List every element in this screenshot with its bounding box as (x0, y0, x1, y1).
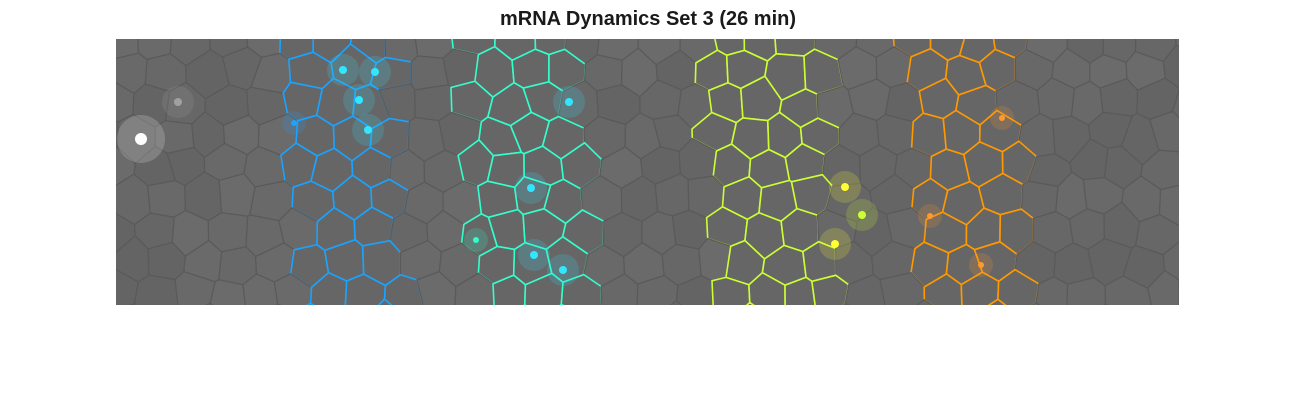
background-cell (1031, 302, 1041, 305)
mrna-spot (355, 96, 363, 104)
mrna-spot (831, 240, 839, 248)
background-cell (1158, 184, 1179, 227)
stripe-cell (987, 298, 1007, 305)
stripe-cell (745, 301, 755, 305)
background-cell (1103, 303, 1109, 305)
background-cell (670, 299, 683, 305)
background-cell (842, 302, 850, 305)
background-cell (275, 303, 283, 305)
cell-tessellation (116, 39, 1179, 305)
mrna-spot (339, 66, 347, 74)
background-cell (147, 179, 187, 218)
background-cell (205, 302, 214, 305)
stripe-cell (811, 274, 850, 305)
background-cell (129, 302, 138, 305)
background-cell (218, 173, 256, 217)
background-cell (671, 209, 709, 250)
mrna-spot (841, 183, 849, 191)
mrna-spot (174, 98, 182, 106)
mrna-spot (978, 262, 984, 268)
background-cell (410, 55, 450, 91)
mrna-spot (371, 68, 379, 76)
stripe-cell (377, 298, 393, 305)
mrna-spot (565, 98, 573, 106)
mrna-spot (999, 115, 1005, 121)
mrna-spot (527, 184, 535, 192)
mrna-spot (135, 133, 147, 145)
mrna-spot (473, 237, 479, 243)
mrna-spot (858, 211, 866, 219)
figure-title: mRNA Dynamics Set 3 (26 min) (499, 8, 796, 30)
background-cell (1162, 44, 1179, 89)
stripe-cell (559, 303, 565, 305)
background-cell (916, 298, 934, 305)
mrna-spot (364, 126, 372, 134)
mrna-spot (530, 251, 538, 259)
background-cell (1148, 110, 1179, 153)
mrna-image-panel (116, 39, 1179, 305)
mrna-spot (291, 120, 297, 126)
mrna-spot (927, 213, 933, 219)
stripe-cell (306, 302, 315, 305)
mrna-spot (559, 266, 567, 274)
background-cell (116, 39, 140, 60)
background-cell (133, 274, 179, 305)
